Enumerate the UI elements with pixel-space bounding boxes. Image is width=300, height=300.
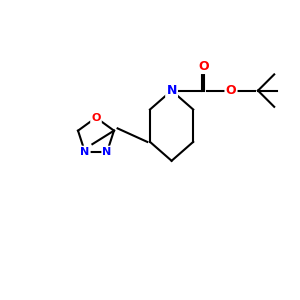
Text: O: O xyxy=(199,60,209,73)
Text: O: O xyxy=(91,112,101,123)
Text: O: O xyxy=(226,84,236,97)
Text: N: N xyxy=(80,147,89,157)
Text: N: N xyxy=(103,147,112,157)
Text: N: N xyxy=(167,84,177,97)
